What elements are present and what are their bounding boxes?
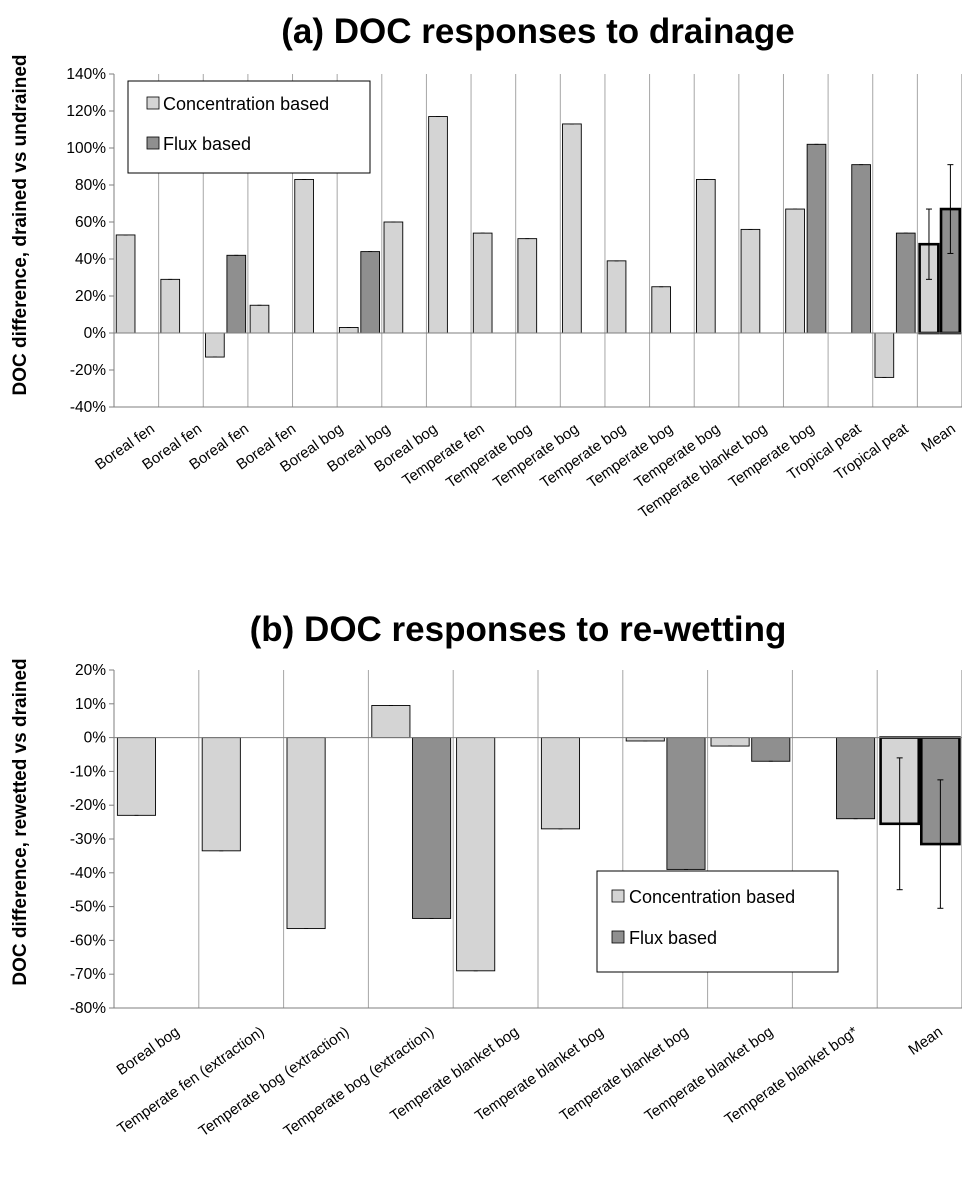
panel-b-x-tick-label: Mean	[905, 1023, 945, 1058]
panel-b-x-tick-label: Temperate bog (extraction)	[280, 1023, 437, 1140]
panel-a-bar-flux-17	[851, 164, 871, 334]
panel-b-bar-concentration-6	[540, 737, 581, 830]
panel-a-grid	[158, 74, 918, 407]
panel-a-bar-concentration-7	[383, 221, 404, 334]
panel-b-x-tick-label: Boreal bog	[114, 1023, 183, 1079]
panel-a-bar-flux-6	[360, 251, 381, 334]
panel-a-y-tick-label: 100%	[66, 140, 106, 157]
panel-b-bar-flux-7	[666, 737, 706, 870]
panel-a-bar-concentration-18	[874, 332, 895, 378]
panel-a-legend-box	[127, 80, 371, 174]
panel-a-y-axis-label: DOC difference, drained vs undrained	[10, 54, 31, 395]
panel-a-bar-flux-18	[895, 232, 916, 334]
panel-b-legend-label-concentration: Concentration based	[629, 887, 795, 907]
panel-b-bar-concentration-3	[286, 737, 326, 930]
panel-a-bar-concentration-5	[294, 178, 314, 334]
panel-b-y-tick-label: -70%	[70, 966, 106, 983]
panel-a-y-tick-label: 120%	[66, 103, 106, 120]
panel-b-y-tick-label: -80%	[70, 1000, 106, 1017]
panel-a-legend: Concentration based Flux based	[127, 80, 371, 174]
panel-a-y-tick-label: 60%	[75, 214, 106, 231]
panel-b-legend: Concentration based Flux based	[596, 870, 839, 973]
panel-a-bar-concentration-6	[338, 327, 359, 334]
panel-b-bar-flux-8	[751, 737, 791, 762]
panel-a-y-tick-label: 0%	[84, 325, 107, 342]
panel-b-y-tick-label: 20%	[75, 662, 106, 679]
panel-a-y-tick-label: 40%	[75, 251, 106, 268]
panel-b-y-tick-label: 10%	[75, 696, 106, 713]
panel-a-bar-concentration-16	[785, 208, 805, 334]
panel-a-legend-swatch-flux	[146, 136, 160, 150]
panel-a-x-tick-label: Mean	[918, 420, 958, 455]
panel-a-y-tick-label: -40%	[70, 399, 106, 416]
panel-a-bar-concentration-11	[562, 123, 582, 334]
panel-a-y-tick-label: 140%	[66, 66, 106, 83]
panel-a-title: (a) DOC responses to drainage	[281, 12, 794, 51]
panel-b-y-tick-label: -10%	[70, 763, 106, 780]
panel-a-bar-concentration-13	[651, 286, 672, 334]
panel-a-bar-concentration-15	[740, 228, 761, 334]
panel-b-x-tick-label: Temperate fen (extraction)	[114, 1023, 267, 1137]
panel-b-bar-concentration-7	[625, 737, 665, 742]
panel-b-y-tick-label: -40%	[70, 865, 106, 882]
panel-b-bar-flux-4	[412, 737, 452, 919]
panel-b-legend-swatch-flux	[611, 930, 625, 944]
panel-b-bar-flux-9	[836, 737, 876, 820]
panel-b-chart: (b) DOC responses to re-wetting DOC diff…	[10, 610, 962, 1140]
panel-b-bar-concentration-4	[371, 705, 411, 739]
panel-a-bar-concentration-9	[472, 232, 493, 334]
panel-b-bar-concentration-8	[710, 737, 750, 747]
panel-b-title: (b) DOC responses to re-wetting	[250, 610, 787, 649]
panel-b-x-tick-label: Temperate bog (extraction)	[196, 1023, 353, 1140]
panel-a-bar-concentration-12	[606, 260, 627, 334]
panel-b-y-tick-label: -60%	[70, 932, 106, 949]
panel-b-y-axis-label: DOC difference, rewetted vs drained	[10, 658, 31, 985]
panel-a-y-tick-label: -20%	[70, 362, 106, 379]
panel-a-y-tick-label: 80%	[75, 177, 106, 194]
panel-b-y-tick-label: -30%	[70, 831, 106, 848]
panel-a-bars	[115, 116, 962, 378]
panel-b-y-tick-label: 0%	[84, 730, 107, 747]
panel-b-bar-concentration-5	[456, 737, 496, 972]
panel-a-bar-concentration-1	[115, 234, 136, 334]
panel-b-legend-label-flux: Flux based	[629, 928, 717, 948]
panel-a-bar-concentration-4	[249, 304, 270, 334]
panel-b-legend-box	[596, 870, 839, 973]
panel-b-bar-concentration-1	[116, 737, 157, 816]
panel-a-bar-flux-3	[226, 254, 247, 334]
panel-b-y-tick-label: -20%	[70, 797, 106, 814]
panel-a-bar-concentration-14	[695, 178, 716, 334]
panel-b-bar-concentration-2	[201, 737, 241, 852]
panel-a-axes	[113, 74, 962, 408]
panel-b-y-ticks: -80% -70% -60% -50% -40% -30% -20% -10% 0% 10% 20%	[70, 662, 114, 1017]
panel-a-legend-label-flux: Flux based	[163, 134, 251, 154]
panel-b-legend-swatch-concentration	[611, 889, 625, 903]
panel-a-legend-swatch-concentration	[146, 96, 160, 110]
panel-a-bar-concentration-8	[428, 116, 448, 334]
panel-a-bar-concentration-3	[205, 332, 225, 358]
panel-a-bar-flux-16	[806, 143, 827, 334]
panel-a-y-ticks: -40% -20% 0% 20% 40% 60% 80% 100% 120% 140%	[66, 66, 114, 416]
panel-a-y-tick-label: 20%	[75, 288, 106, 305]
panel-a-bar-concentration-2	[160, 278, 181, 334]
panel-a-legend-label-concentration: Concentration based	[163, 94, 329, 114]
panel-a-chart: (a) DOC responses to drainage DOC differ…	[10, 12, 962, 522]
panel-b-y-tick-label: -50%	[70, 899, 106, 916]
panel-a-bar-concentration-10	[517, 238, 538, 334]
